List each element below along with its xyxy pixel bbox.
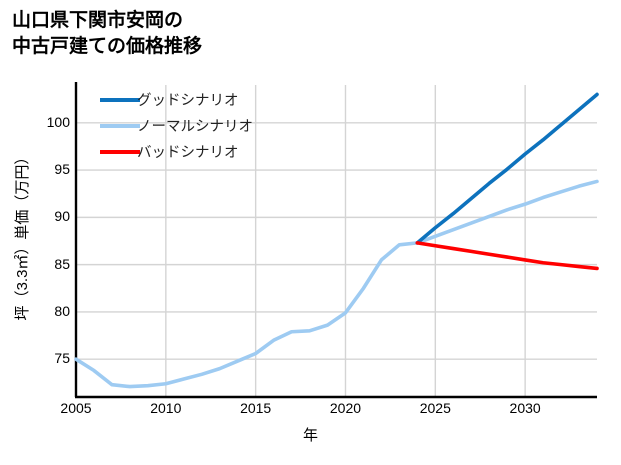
legend-label: ノーマルシナリオ xyxy=(137,119,253,135)
x-tick-label: 2010 xyxy=(150,400,182,416)
series-line xyxy=(415,92,599,245)
x-axis-title: 年 xyxy=(302,427,318,444)
y-tick-label: 80 xyxy=(54,302,70,319)
legend-swatch xyxy=(100,150,140,154)
x-tick-label: 2005 xyxy=(60,400,92,416)
legend-label: バッドシナリオ xyxy=(137,145,239,161)
legend-swatch xyxy=(100,98,140,102)
page-title: 山口県下関市安岡の 中古戸建ての価格推移 xyxy=(12,10,203,57)
x-tick-label: 2025 xyxy=(419,400,451,416)
y-tick-label: 85 xyxy=(54,255,70,272)
x-tick-label: 2015 xyxy=(240,400,272,416)
legend-swatch xyxy=(100,124,140,128)
y-tick-label: 75 xyxy=(54,350,70,367)
y-tick-label: 90 xyxy=(54,208,70,225)
series-line xyxy=(74,179,599,389)
series-line xyxy=(415,241,599,271)
y-tick-label: 95 xyxy=(54,161,70,178)
legend-label: グッドシナリオ xyxy=(137,93,239,109)
y-tick-label: 100 xyxy=(46,113,70,130)
x-tick-label: 2030 xyxy=(509,400,541,416)
x-tick-label: 2020 xyxy=(329,400,362,416)
